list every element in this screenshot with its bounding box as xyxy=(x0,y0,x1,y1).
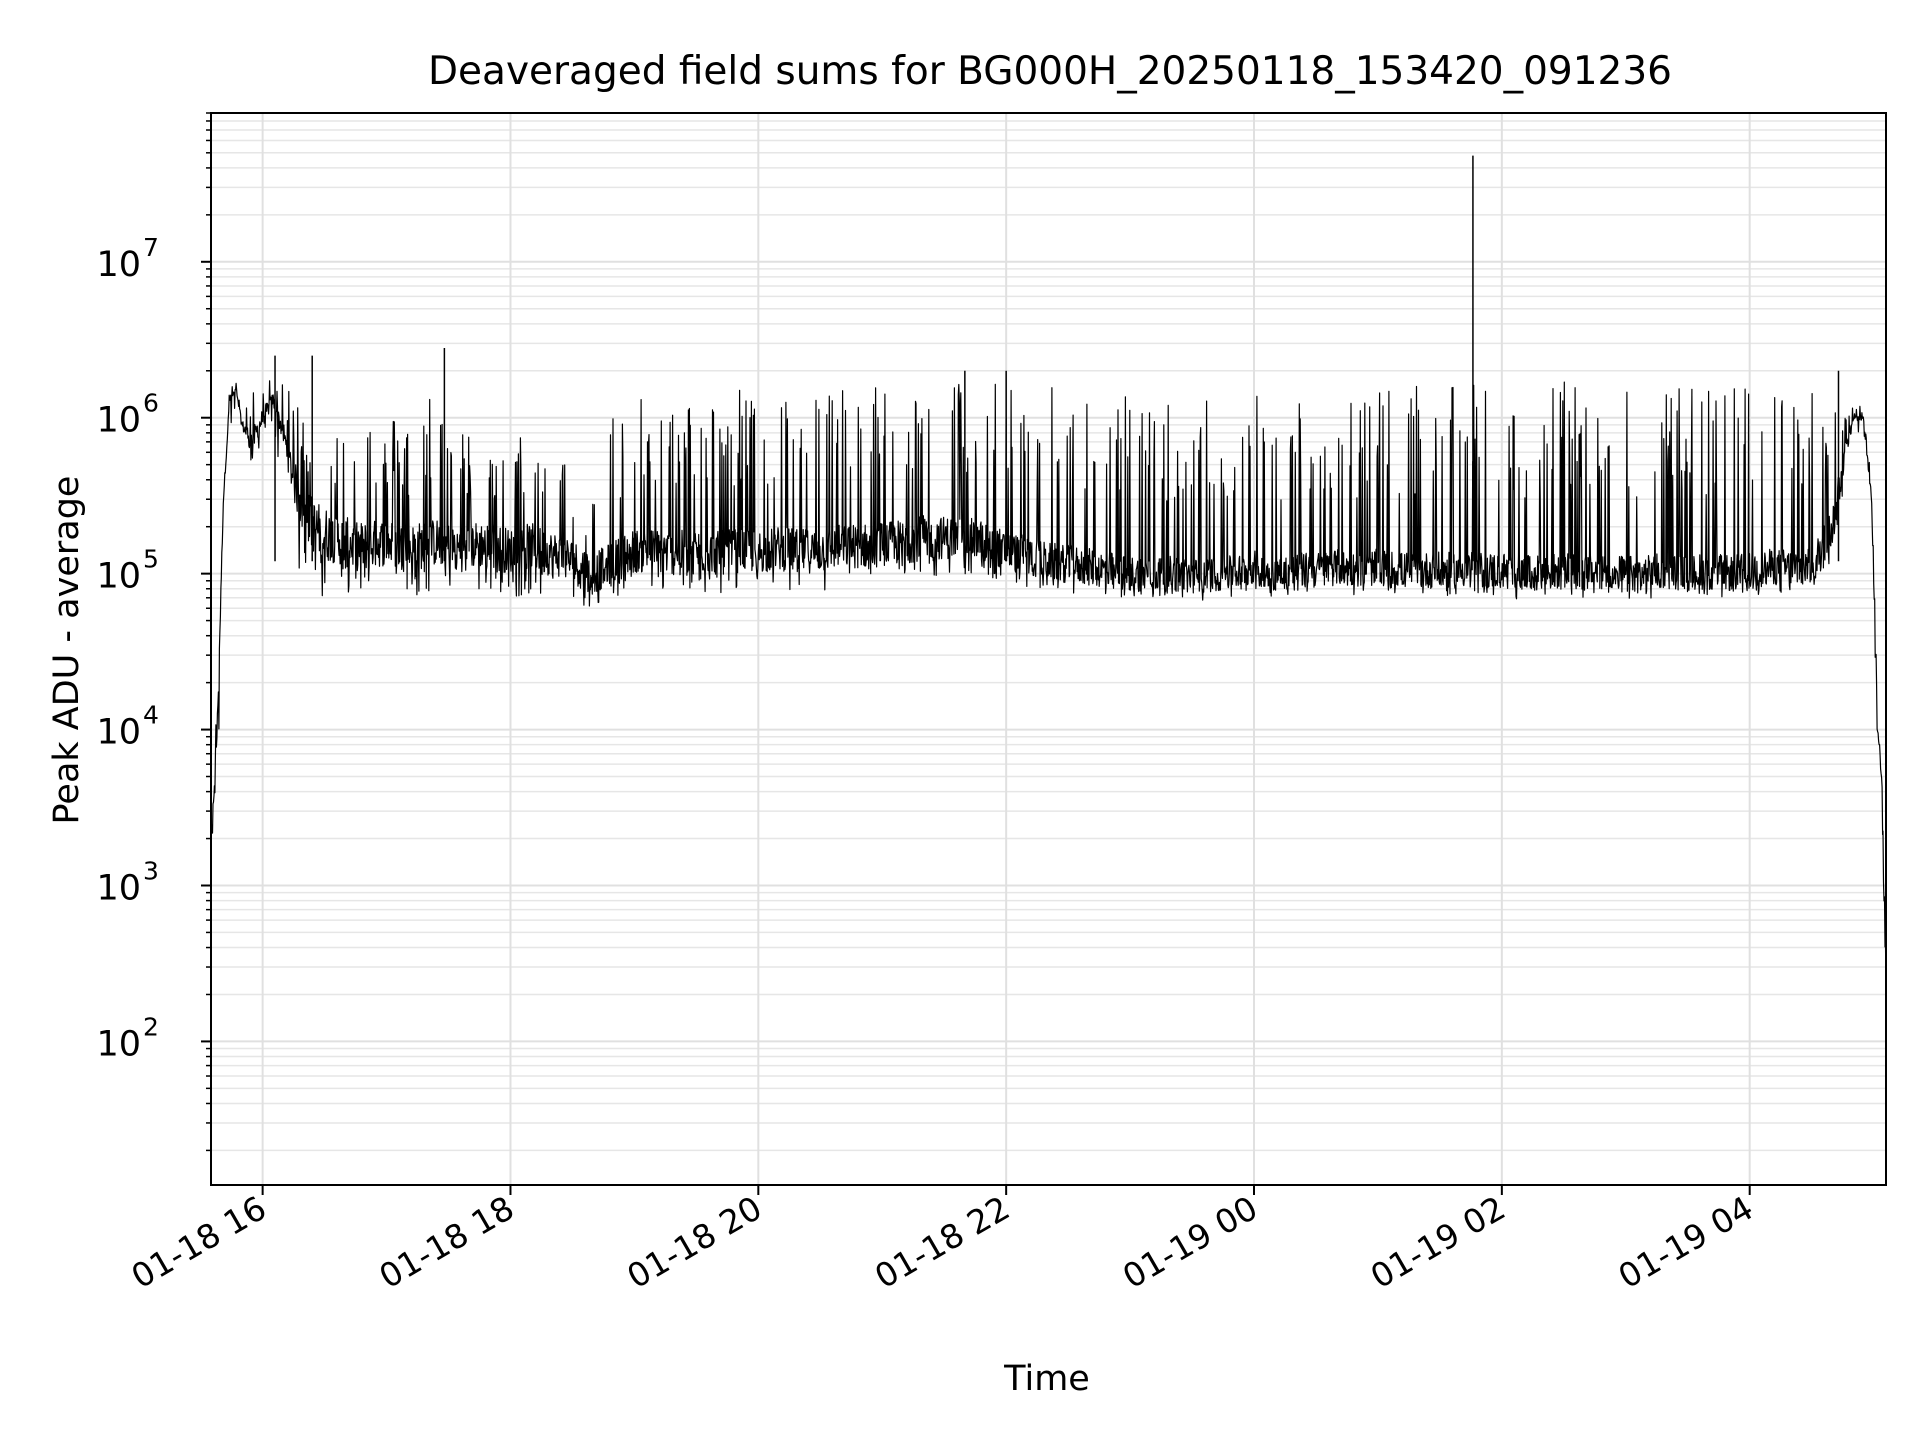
plot-series-group xyxy=(211,155,1886,993)
y-tick-label: 10 xyxy=(96,401,141,441)
y-tick-exponent: 5 xyxy=(143,545,159,574)
chart-title: Deaveraged field sums for BG000H_2025011… xyxy=(428,49,1672,94)
y-tick-exponent: 6 xyxy=(143,389,159,418)
series-line xyxy=(211,380,1886,993)
y-tick-label: 10 xyxy=(96,245,141,285)
x-axis-label: Time xyxy=(1003,1359,1090,1399)
y-tick-label: 10 xyxy=(96,713,141,753)
y-axis-label: Peak ADU - average xyxy=(47,476,87,825)
y-tick-exponent: 7 xyxy=(143,233,159,262)
y-tick-label: 10 xyxy=(96,1024,141,1064)
y-tick-label: 10 xyxy=(96,557,141,597)
minor-grid xyxy=(206,112,1886,1152)
plot-frame xyxy=(210,112,1887,1186)
y-tick-label: 10 xyxy=(96,868,141,908)
y-tick-exponent: 4 xyxy=(143,701,159,730)
y-tick-exponent: 2 xyxy=(143,1012,159,1041)
y-tick-exponent: 3 xyxy=(143,856,159,885)
